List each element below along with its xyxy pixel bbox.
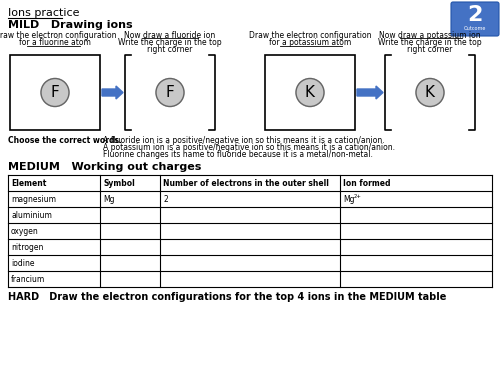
Circle shape — [416, 78, 444, 106]
Text: oxygen: oxygen — [11, 226, 39, 236]
Text: Outcome: Outcome — [464, 26, 486, 31]
Text: Write the charge in the top: Write the charge in the top — [118, 38, 222, 47]
Circle shape — [296, 78, 324, 106]
Text: Ion formed: Ion formed — [343, 178, 390, 188]
Text: Number of electrons in the outer shell: Number of electrons in the outer shell — [163, 178, 329, 188]
Text: Now draw a potassium ion: Now draw a potassium ion — [379, 31, 481, 40]
Bar — [10, 55, 100, 130]
FancyArrow shape — [102, 86, 123, 99]
Text: HARD   Draw the electron configurations for the top 4 ions in the MEDIUM table: HARD Draw the electron configurations fo… — [8, 292, 446, 302]
Text: 2: 2 — [468, 5, 482, 26]
Text: francium: francium — [11, 274, 45, 284]
Text: Ions practice: Ions practice — [8, 8, 80, 18]
Text: Choose the correct words.: Choose the correct words. — [8, 136, 122, 145]
Text: MEDIUM   Working out charges: MEDIUM Working out charges — [8, 162, 202, 172]
Text: Element: Element — [11, 178, 47, 188]
Text: Mg: Mg — [343, 195, 354, 204]
Text: right corner: right corner — [408, 45, 453, 54]
Text: nitrogen: nitrogen — [11, 243, 44, 252]
Text: K: K — [425, 85, 435, 100]
FancyBboxPatch shape — [451, 2, 499, 36]
Text: for a fluorine atom: for a fluorine atom — [19, 38, 91, 47]
Circle shape — [41, 78, 69, 106]
Text: Mg: Mg — [103, 195, 115, 204]
Text: 2: 2 — [163, 195, 168, 204]
Bar — [265, 55, 355, 130]
Text: Symbol: Symbol — [103, 178, 135, 188]
Text: F: F — [50, 85, 59, 100]
Text: A potassium ion is a positive/negative ion so this means it is a cation/anion.: A potassium ion is a positive/negative i… — [103, 143, 395, 152]
Text: K: K — [305, 85, 315, 100]
Text: magnesium: magnesium — [11, 195, 56, 204]
Text: iodine: iodine — [11, 258, 34, 267]
FancyArrow shape — [357, 86, 383, 99]
Text: right corner: right corner — [148, 45, 192, 54]
Text: Draw the electron configuration: Draw the electron configuration — [0, 31, 116, 40]
Text: 2+: 2+ — [354, 194, 362, 198]
Text: for a potassium atom: for a potassium atom — [269, 38, 351, 47]
Text: Draw the electron configuration: Draw the electron configuration — [249, 31, 371, 40]
Text: Fluorine changes its name to fluoride because it is a metal/non-metal.: Fluorine changes its name to fluoride be… — [103, 150, 373, 159]
Text: A fluoride ion is a positive/negative ion so this means it is a cation/anion.: A fluoride ion is a positive/negative io… — [103, 136, 384, 145]
Text: MILD   Drawing ions: MILD Drawing ions — [8, 20, 132, 30]
Text: F: F — [166, 85, 174, 100]
Circle shape — [156, 78, 184, 106]
Text: Write the charge in the top: Write the charge in the top — [378, 38, 482, 47]
Text: Now draw a fluoride ion: Now draw a fluoride ion — [124, 31, 216, 40]
Text: aluminium: aluminium — [11, 210, 52, 219]
